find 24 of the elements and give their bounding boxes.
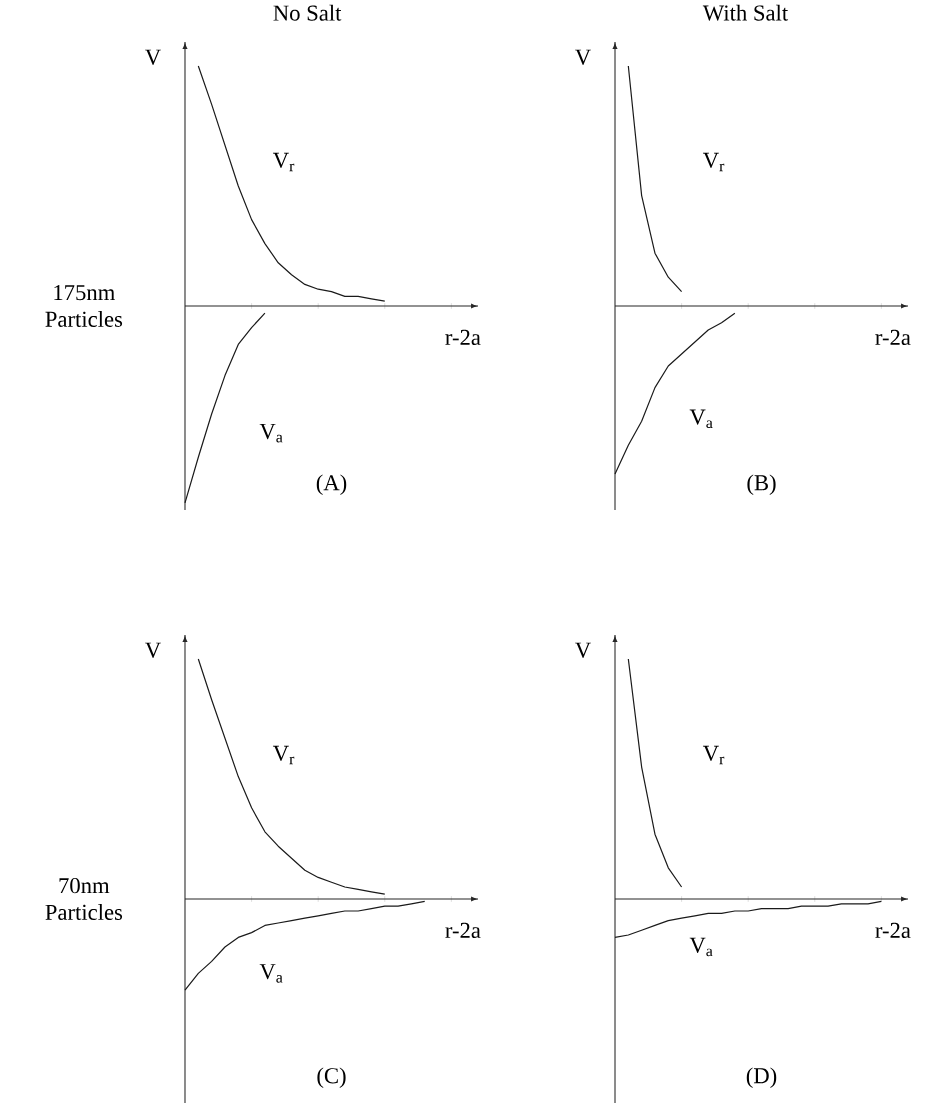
x-axis-title: r-2a xyxy=(445,329,481,346)
text: (D) xyxy=(746,1067,777,1088)
chart-title: No Salt xyxy=(273,4,342,21)
annotation: (A) xyxy=(316,474,347,495)
y-axis-title: V xyxy=(575,49,591,65)
text: (B) xyxy=(747,474,776,495)
text: (C) xyxy=(317,1067,346,1088)
series-label: V$_{r}$ xyxy=(272,745,295,765)
text: V$_{r}$ xyxy=(702,152,725,172)
y-axis-title: V xyxy=(145,49,161,65)
text: 70nm Particles xyxy=(45,877,123,920)
text: V$_{r}$ xyxy=(702,745,725,765)
chart-title: With Salt xyxy=(702,4,789,21)
series-label: V$_{a}$ xyxy=(259,964,283,983)
x-axis-title: r-2a xyxy=(875,329,911,346)
series-label: V$_{a}$ xyxy=(689,409,713,429)
text: 175nm Particles xyxy=(45,285,123,327)
series-label: V$_{a}$ xyxy=(689,937,713,957)
x-axis-title: r-2a xyxy=(445,922,481,939)
y-axis-title: V xyxy=(145,642,161,658)
text: V$_{a}$ xyxy=(259,423,283,443)
x-axis-title: r-2a xyxy=(875,922,911,939)
series-label: V$_{r}$ xyxy=(272,152,295,172)
y-axis-title: V xyxy=(575,642,591,658)
